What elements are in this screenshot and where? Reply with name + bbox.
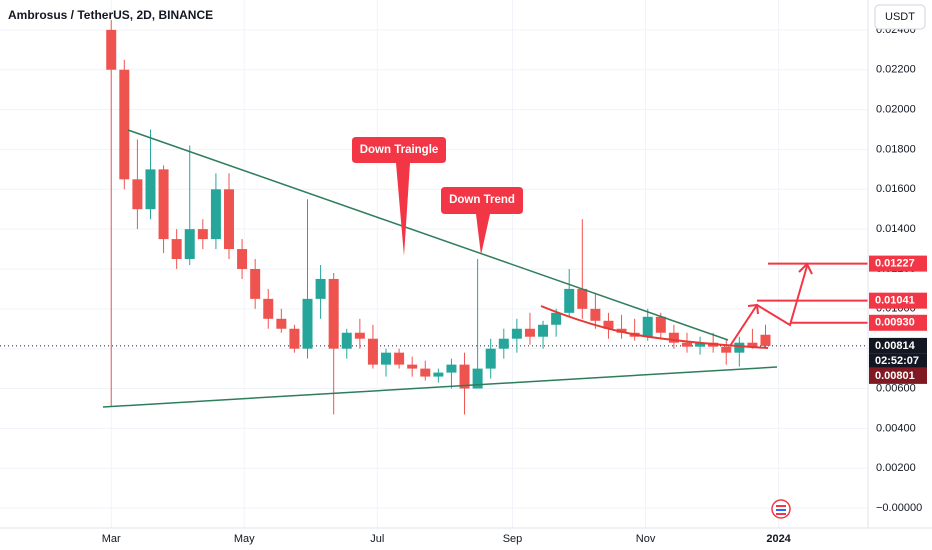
lower-trendline (102, 366, 778, 408)
candle-body (681, 342, 692, 347)
candle-body (184, 229, 195, 260)
candle-body (747, 342, 758, 347)
event-icon-part (776, 513, 786, 515)
y-tick-label: 0.01400 (876, 223, 916, 235)
candle-body (367, 338, 378, 365)
candle-body (760, 334, 771, 346)
candle-body (642, 316, 653, 337)
candle-body (485, 348, 496, 369)
x-tick-label: May (234, 533, 255, 545)
y-tick-label: 0.00600 (876, 382, 916, 394)
candle-body (446, 364, 457, 373)
candle-body (538, 324, 549, 337)
candle-body (210, 189, 221, 240)
candle-body (354, 332, 365, 339)
candle-body (433, 372, 444, 377)
price-label: 0.01227 (869, 255, 927, 272)
candles (106, 19, 771, 415)
callout-box (352, 137, 446, 256)
candle-body (459, 364, 470, 389)
price-label-text: 0.00814 (875, 340, 916, 352)
y-tick-label: −0.00000 (876, 502, 922, 514)
y-tick-label: 0.02200 (876, 64, 916, 76)
price-label-box (869, 337, 927, 354)
candle-body (158, 169, 169, 240)
y-tick-label: 0.02000 (876, 103, 916, 115)
candle-body (668, 332, 679, 343)
candle-body (734, 342, 745, 353)
price-label: 0.01041 (869, 292, 927, 309)
price-label: 0.00814 (869, 337, 927, 354)
candle-body (603, 320, 614, 329)
countdown: 02:52:07 (875, 355, 919, 367)
red-curve (540, 305, 769, 349)
candle-body (407, 364, 418, 369)
candle-body (511, 328, 522, 339)
annotation: Down Trend (449, 194, 515, 206)
candle-body (655, 316, 666, 333)
price-label: 0.00801 (869, 367, 927, 384)
candle-body (289, 328, 300, 349)
price-label-box (869, 314, 927, 331)
candle-body (616, 328, 627, 333)
y-tick-label: 0.01800 (876, 143, 916, 155)
candle-body (472, 368, 483, 389)
candle-body (341, 332, 352, 349)
candle-body (577, 288, 588, 309)
price-label-box (869, 255, 927, 272)
annotation: Down Traingle (360, 144, 439, 156)
candle-body (551, 312, 562, 325)
candle-body (145, 169, 156, 210)
x-tick-label: Nov (636, 533, 656, 545)
candle-body (590, 308, 601, 321)
price-label-text: 0.00930 (875, 317, 915, 329)
candle-body (381, 352, 392, 365)
price-label-text: 0.01227 (875, 258, 915, 270)
candle-body (420, 368, 431, 377)
countdown-box (869, 353, 927, 368)
projection-arrow (729, 265, 808, 347)
candle-body (315, 278, 326, 299)
x-tick-label: 2024 (766, 533, 791, 545)
chart-title: Ambrosus / TetherUS, 2D, BINANCE (8, 8, 213, 22)
candle-body (250, 268, 261, 299)
price-label-box (869, 367, 927, 384)
candle-body (223, 189, 234, 250)
candle-body (498, 338, 509, 349)
candle-body (171, 239, 182, 260)
candle-body (106, 29, 117, 70)
x-tick-label: Jul (370, 533, 384, 545)
price-label-text: 0.01041 (875, 295, 915, 307)
y-tick-label: 0.00400 (876, 422, 916, 434)
candle-body (263, 298, 274, 319)
candle-body (197, 229, 208, 240)
upper-trendline (127, 129, 729, 341)
candle-body (237, 249, 248, 269)
candle-body (524, 328, 535, 337)
x-tick-label: Mar (102, 533, 121, 545)
y-tick-label: 0.01600 (876, 183, 916, 195)
candle-body (328, 278, 339, 349)
candle-body (721, 346, 732, 353)
candle-body (564, 288, 575, 313)
price-label: 0.00930 (869, 314, 927, 331)
candle-body (119, 69, 130, 180)
event-icon-part (776, 509, 786, 511)
y-tick-label: 0.00200 (876, 462, 916, 474)
price-label-text: 0.00801 (875, 370, 915, 382)
candle-body (394, 352, 405, 365)
event-icon-part (776, 505, 786, 507)
price-label-box (869, 292, 927, 309)
arrow-heads (747, 262, 813, 315)
candle-body (276, 318, 287, 329)
candle-body (695, 342, 706, 347)
callout-box (441, 187, 523, 255)
x-tick-label: Sep (503, 533, 523, 545)
currency-button[interactable] (874, 4, 926, 30)
candle-body (302, 298, 313, 349)
currency-label: USDT (885, 11, 915, 23)
candle-body (132, 179, 143, 210)
